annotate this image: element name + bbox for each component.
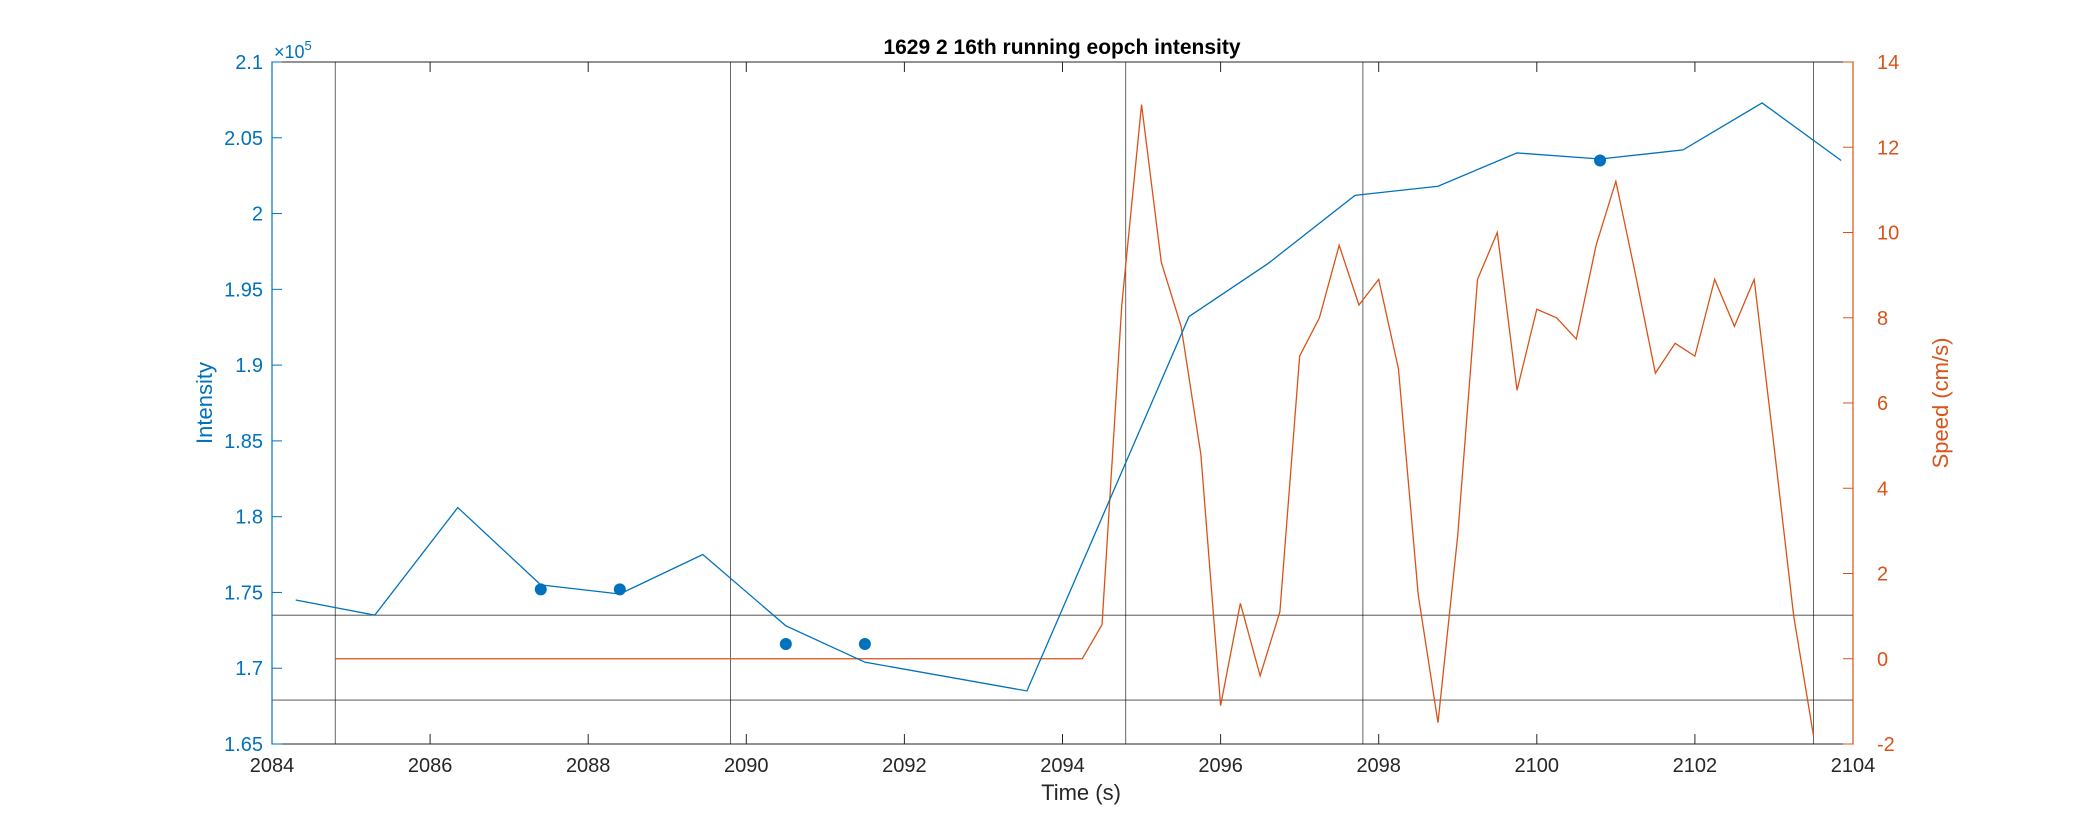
y-axis-right-label: Speed (cm/s) <box>1928 338 1953 469</box>
intensity-series <box>295 102 1842 692</box>
x-tick-label: 2090 <box>724 755 769 777</box>
y-left-tick-label: 2 <box>252 204 263 226</box>
y-left-tick-label: 1.85 <box>224 431 263 453</box>
y-right-tick-label: -2 <box>1877 734 1895 756</box>
speed-line <box>335 104 1815 736</box>
intensity-marker <box>534 583 547 596</box>
x-tick-label: 2100 <box>1515 755 1560 777</box>
intensity-line <box>295 102 1842 692</box>
x-tick-label: 2098 <box>1356 755 1401 777</box>
exponent-power: 5 <box>305 38 312 53</box>
x-tick-label: 2084 <box>250 755 295 777</box>
plot-box <box>271 61 1854 745</box>
y-left-tick-label: 2.05 <box>224 128 263 150</box>
intensity-markers <box>534 154 1607 650</box>
y-left-tick-label: 1.65 <box>224 734 263 756</box>
y-left-tick-label: 1.7 <box>235 658 263 680</box>
y-right-tick-label: 0 <box>1877 649 1888 671</box>
intensity-marker <box>779 637 792 650</box>
x-axis-label: Time (s) <box>1041 780 1121 805</box>
x-tick-label: 2096 <box>1198 755 1243 777</box>
y-left-tick-label: 1.95 <box>224 279 263 301</box>
y-left-tick-label: 1.9 <box>235 355 263 377</box>
y-left-tick-label: 2.1 <box>235 52 263 74</box>
y-axis-left-label: Intensity <box>192 362 217 444</box>
x-tick-label: 2092 <box>882 755 927 777</box>
x-tick-label: 2094 <box>1040 755 1085 777</box>
x-tick-label: 2086 <box>408 755 453 777</box>
x-tick-label: 2104 <box>1831 755 1876 777</box>
y-left-tick-label: 1.75 <box>224 582 263 604</box>
speed-series <box>335 104 1815 736</box>
intensity-marker <box>1594 154 1607 167</box>
intensity-marker <box>858 637 871 650</box>
x-tick-label: 2088 <box>566 755 611 777</box>
y-right-tick-label: 8 <box>1877 308 1888 330</box>
reference-lines <box>272 62 1853 744</box>
y-right-tick-label: 4 <box>1877 478 1888 500</box>
axis-ticks: 2084 2086 2088 2090 2092 2094 2096 2098 2100 2102… <box>224 52 1899 777</box>
exponent-base: ×10 <box>274 42 305 62</box>
y-right-tick-label: 6 <box>1877 393 1888 415</box>
chart-title: 1629 2 16th running eopch intensity <box>883 36 1240 59</box>
y-right-tick-label: 10 <box>1877 223 1899 245</box>
y-left-tick-label: 1.8 <box>235 507 263 529</box>
intensity-marker <box>613 583 626 596</box>
y-axis-left-exponent: ×105 <box>274 38 312 62</box>
y-right-tick-label: 2 <box>1877 564 1888 586</box>
y-right-tick-label: 12 <box>1877 137 1899 159</box>
x-tick-label: 2102 <box>1673 755 1718 777</box>
y-right-tick-label: 14 <box>1877 52 1899 74</box>
